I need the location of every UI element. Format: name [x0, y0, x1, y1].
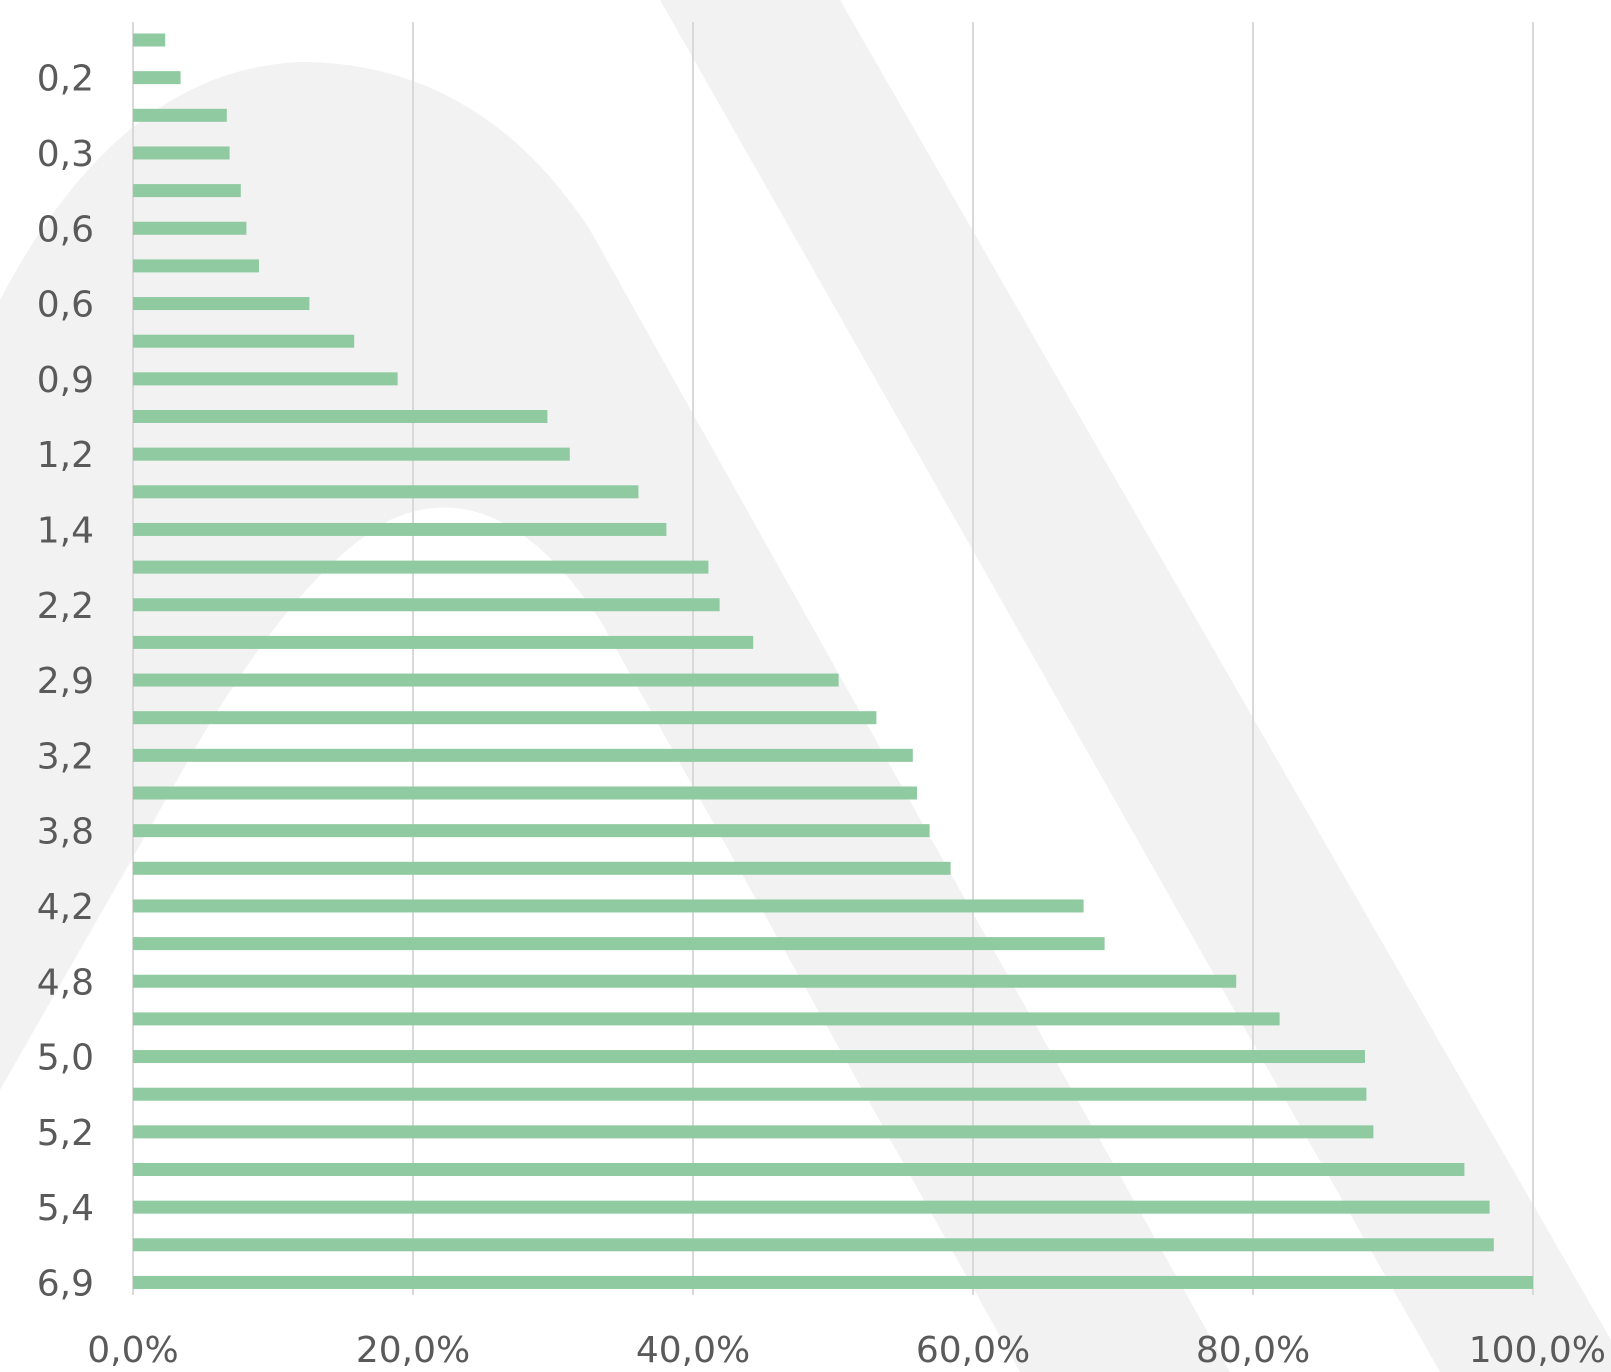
bar — [133, 1275, 1533, 1289]
bar — [133, 1163, 1465, 1176]
bar — [133, 748, 913, 762]
bar — [133, 522, 667, 536]
bar — [133, 711, 877, 725]
y-tick-label: 3,2 — [37, 736, 94, 777]
x-tick-label: 80,0% — [1196, 1330, 1310, 1371]
watermark-arch-shape — [0, 62, 1230, 1372]
x-tick-label: 20,0% — [356, 1330, 470, 1371]
x-tick-label: 100,0% — [1469, 1330, 1606, 1371]
watermark-stripe-shape — [660, 0, 1611, 1372]
bar — [133, 1012, 1280, 1026]
y-tick-label: 6,9 — [37, 1263, 94, 1304]
bars — [133, 33, 1533, 1289]
x-tick-label: 60,0% — [916, 1330, 1030, 1371]
bar — [133, 861, 951, 875]
y-tick-label: 4,8 — [37, 962, 94, 1003]
bar — [133, 297, 310, 311]
y-tick-label: 5,2 — [37, 1113, 94, 1154]
x-tick-label: 0,0% — [87, 1330, 178, 1371]
bar — [133, 824, 930, 838]
y-tick-label: 5,0 — [37, 1038, 94, 1079]
y-tick-label: 0,6 — [37, 285, 94, 326]
bar — [133, 1238, 1494, 1252]
y-tick-label: 0,6 — [37, 209, 94, 250]
y-tick-label: 2,9 — [37, 661, 94, 702]
bar — [133, 334, 355, 348]
bar — [133, 635, 754, 649]
gridlines — [132, 22, 1534, 1295]
bar — [133, 372, 398, 386]
x-axis-tick-labels: 0,0% 20,0% 40,0% 60,0% 80,0% 100,0% — [87, 1330, 1606, 1371]
bar — [133, 974, 1237, 988]
bar — [133, 560, 709, 574]
bar — [133, 108, 227, 122]
bar — [133, 673, 839, 687]
y-tick-label: 1,2 — [37, 435, 94, 476]
y-tick-label: 5,4 — [37, 1188, 94, 1229]
y-axis-tick-labels: 0,2 0,3 0,6 0,6 0,9 1,2 1,4 2,2 2,9 3,2 3,8 4,2 4,8 5… — [37, 59, 94, 1305]
x-tick-label: 40,0% — [636, 1330, 750, 1371]
bar — [133, 1050, 1365, 1064]
bar — [133, 259, 259, 273]
y-tick-label: 3,8 — [37, 812, 94, 853]
bar — [133, 146, 230, 160]
bar — [133, 1125, 1374, 1139]
bar — [133, 447, 570, 461]
y-tick-label: 0,9 — [37, 360, 94, 401]
y-tick-label: 0,2 — [37, 59, 94, 100]
bar — [133, 221, 247, 235]
bar — [133, 184, 241, 198]
bar — [133, 899, 1084, 913]
bar — [133, 937, 1105, 951]
bar — [133, 598, 720, 612]
bar — [133, 485, 639, 499]
bar — [133, 1087, 1367, 1101]
bar — [133, 71, 181, 85]
y-tick-label: 0,3 — [37, 134, 94, 175]
bar — [133, 786, 917, 800]
y-tick-label: 1,4 — [37, 510, 94, 551]
bar — [133, 410, 548, 423]
bar — [133, 1200, 1490, 1214]
bar — [133, 33, 166, 47]
y-tick-label: 2,2 — [37, 586, 94, 627]
y-tick-label: 4,2 — [37, 887, 94, 928]
